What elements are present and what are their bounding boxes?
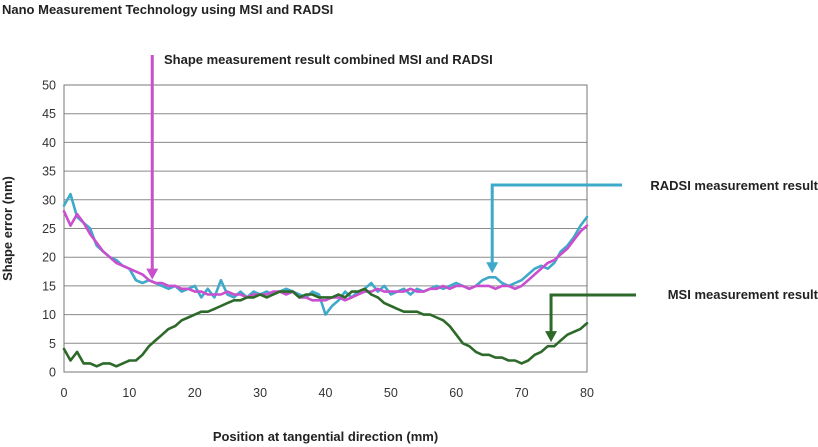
x-tick-label: 70: [515, 386, 529, 400]
plot-area: [63, 84, 588, 373]
y-axis-ticks: 0 5 10 15 20 25 30 35 40 45 50: [42, 79, 56, 380]
x-tick-label: 50: [384, 386, 398, 400]
x-axis-ticks: 0 10 20 30 40 50 60 70 80: [61, 386, 594, 400]
x-tick-label: 30: [253, 386, 267, 400]
x-tick-label: 10: [122, 386, 136, 400]
annotation-arrow: [486, 183, 622, 274]
y-tick-label: 50: [42, 79, 56, 93]
chart-title: Nano Measurement Technology using MSI an…: [2, 2, 333, 17]
series-lines: [62, 192, 589, 368]
y-tick-label: 40: [42, 136, 56, 150]
y-tick-label: 35: [42, 165, 56, 179]
y-tick-label: 25: [42, 222, 56, 236]
y-tick-label: 15: [42, 279, 56, 293]
y-tick-label: 20: [42, 251, 56, 265]
annotation-label: MSI measurement result: [668, 287, 818, 302]
annotation-label: RADSI measurement result: [650, 178, 818, 193]
series-line: [62, 210, 589, 302]
gridlines: [64, 113, 587, 344]
annotations: Shape measurement result combined MSI an…: [146, 52, 818, 343]
x-tick-label: 40: [319, 386, 333, 400]
x-tick-label: 0: [61, 386, 68, 400]
x-tick-label: 80: [580, 386, 594, 400]
x-tick-label: 20: [188, 386, 202, 400]
y-tick-label: 30: [42, 193, 56, 207]
x-axis-label: Position at tangential direction (mm): [213, 429, 438, 444]
y-tick-label: 0: [49, 366, 56, 380]
annotation-label: Shape measurement result combined MSI an…: [164, 52, 493, 67]
y-tick-label: 10: [42, 308, 56, 322]
series-line: [62, 287, 589, 368]
y-tick-label: 5: [49, 337, 56, 351]
y-axis-label: Shape error (nm): [0, 176, 15, 281]
annotation-arrow: [545, 293, 636, 343]
annotation-arrow: [146, 55, 159, 280]
y-tick-label: 45: [42, 107, 56, 121]
x-tick-label: 60: [449, 386, 463, 400]
